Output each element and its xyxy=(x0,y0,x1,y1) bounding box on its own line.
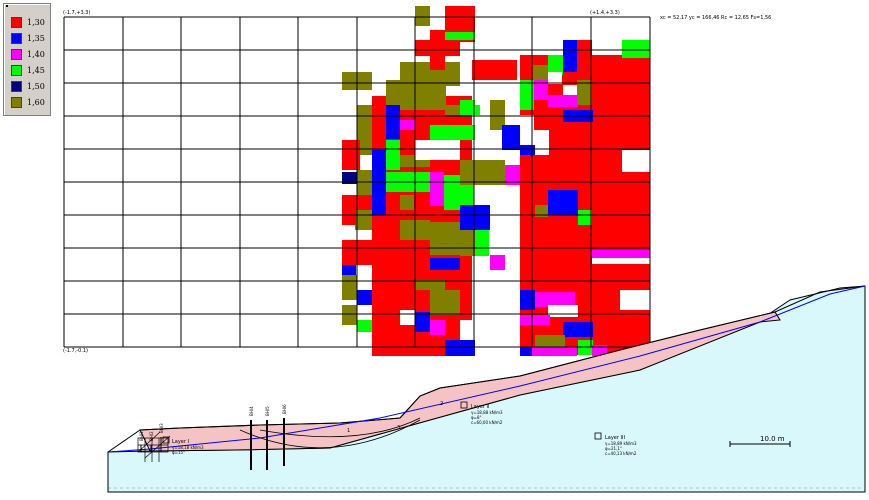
water-table-line xyxy=(107,285,866,453)
legend-item: 1,45 xyxy=(11,64,45,76)
surface-label: 3 xyxy=(397,425,400,431)
borehole-label: BH/3 xyxy=(159,423,164,433)
legend-item: 1,30 xyxy=(11,16,45,28)
surface-label: 2 xyxy=(440,401,443,407)
slope-profile: BH/1 BH/2BH/3BH/4 BH/5 BH/6 2 1 3 Layer II … xyxy=(107,285,866,493)
slip-surface-2 xyxy=(259,417,421,438)
layer-marker-icon xyxy=(594,432,602,440)
layer-name: Layer III xyxy=(605,435,625,441)
legend-swatch xyxy=(11,64,22,76)
grid-corner-bottom-left: (-1.7,-0.1) xyxy=(63,348,88,354)
legend-item: 1,35 xyxy=(11,32,45,44)
layer-param: c=60,00 kN/m2 xyxy=(471,420,503,425)
legend-item: 1,40 xyxy=(11,48,45,60)
legend-swatch xyxy=(11,80,22,92)
legend-label: 1,50 xyxy=(27,81,45,91)
borehole-label: BH/4 xyxy=(249,406,254,416)
critical-circle-readout: xc = 52,17 yc = 166,46 Rc = 12,65 Fs=1,5… xyxy=(660,15,771,21)
layer-param: φ=21,1° xyxy=(605,446,622,451)
legend-swatch xyxy=(11,96,22,108)
factor-of-safety-legend: 1,30 1,35 1,40 1,45 1,50 1,60 xyxy=(3,3,51,116)
search-grid xyxy=(63,16,651,348)
legend-label: 1,30 xyxy=(27,17,45,27)
legend-item: 1,60 xyxy=(11,96,45,108)
legend-label: 1,45 xyxy=(27,65,45,75)
retaining-structure xyxy=(137,431,171,462)
layer-param: γ=18,88 kN/m3 xyxy=(471,410,503,415)
scale-bar-label: 10.0 m xyxy=(760,435,785,443)
borehole-label: BH/1 xyxy=(139,431,144,441)
layer-param: φ=8° xyxy=(471,415,482,420)
borehole-label: BH/6 xyxy=(282,404,287,414)
legend-label: 1,40 xyxy=(27,49,45,59)
borehole-label: BH/2 xyxy=(149,431,154,441)
slip-surface-1 xyxy=(239,419,421,449)
legend-swatch xyxy=(11,16,22,28)
legend-item: 1,50 xyxy=(11,80,45,92)
layer-param: γ=18,89 kN/m3 xyxy=(605,441,637,446)
layer-name: Layer I xyxy=(172,439,189,445)
safety-factor-cells xyxy=(342,6,650,356)
legend-swatch xyxy=(11,48,22,60)
surface-label: 1 xyxy=(347,428,350,434)
legend-swatch xyxy=(11,32,22,44)
layer-marker-icon xyxy=(162,436,170,444)
layer-param: γ=18,18 kN/m3 xyxy=(172,445,204,450)
grid-corner-top-left: (-1.7,+3.3) xyxy=(63,10,90,16)
layer-marker-icon xyxy=(460,401,468,409)
borehole-label: BH/5 xyxy=(265,406,270,416)
legend-label: 1,35 xyxy=(27,33,45,43)
grid-corner-top-right: (+1.4,+3.3) xyxy=(590,10,620,16)
layer-param: φ=15° xyxy=(172,450,185,455)
ground-surface-line xyxy=(107,285,866,453)
layer-name: Layer II xyxy=(471,404,489,410)
layer-param: c=40,13 kN/m2 xyxy=(605,451,637,456)
legend-label: 1,60 xyxy=(27,97,45,107)
boreholes: BH/1 BH/2 BH/3 BH/4 BH/5 BH/6 xyxy=(139,404,287,470)
legend-handle xyxy=(6,5,8,7)
